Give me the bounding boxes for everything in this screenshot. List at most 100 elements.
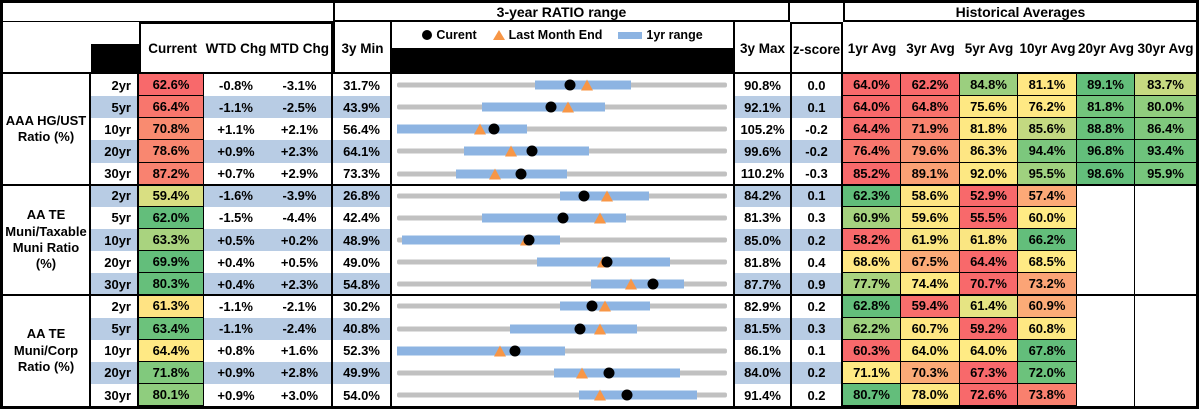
cell-avg-1yr-avg: 62.8% xyxy=(843,295,901,318)
column-header-3yr-avg: 3yr Avg xyxy=(906,40,955,56)
cell-avg-3yr-avg: 74.4% xyxy=(901,273,960,296)
cell-avg-20yr-avg: 98.6% xyxy=(1077,162,1135,185)
cell-avg-10yr-avg: 73.2% xyxy=(1018,273,1077,296)
cell-avg-3yr-avg: 78.0% xyxy=(901,383,960,406)
cell-z-score: -0.2 xyxy=(790,140,843,163)
cell-current: 63.4% xyxy=(139,317,204,340)
cell-wtd-chg: -1.6% xyxy=(204,184,268,207)
current-marker xyxy=(515,168,527,180)
cell-current: 87.2% xyxy=(139,162,204,185)
cell-wtd-chg: +0.9% xyxy=(204,361,268,384)
range-chart-cell xyxy=(390,162,735,185)
cell-avg-10yr-avg: 81.1% xyxy=(1018,74,1077,97)
cell-tenor: 30yr xyxy=(91,383,139,406)
table-row: 2yr 59.4% -1.6% -3.9% 26.8% 84.2% 0.1 62.3% 58.6… xyxy=(91,184,1196,207)
last-month-end-marker xyxy=(593,323,606,335)
cell-wtd-chg: +0.7% xyxy=(204,162,268,185)
cell-avg-1yr-avg: 71.1% xyxy=(843,361,901,384)
one-yr-range-bar xyxy=(553,368,681,378)
range-track xyxy=(397,237,727,243)
cell-3y-min: 54.0% xyxy=(333,383,390,406)
cell-3y-max: 90.8% xyxy=(735,74,790,97)
cell-avg-3yr-avg: 71.9% xyxy=(901,118,960,141)
cell-avg-10yr-avg: 72.0% xyxy=(1018,361,1077,384)
cell-avg-20yr-avg xyxy=(1077,383,1135,406)
cell-3y-max: 85.0% xyxy=(735,228,790,252)
cell-current: 80.1% xyxy=(139,383,204,406)
cell-avg-1yr-avg: 80.7% xyxy=(843,383,901,406)
last-month-end-marker xyxy=(473,123,486,135)
table-row: 30yr 87.2% +0.7% +2.9% 73.3% 110.2% -0.3 85.2% 8… xyxy=(91,162,1196,185)
cell-avg-3yr-avg: 64.0% xyxy=(901,339,960,362)
section-divider-1 xyxy=(3,184,1196,186)
cell-avg-3yr-avg: 64.8% xyxy=(901,96,960,119)
column-header-wtd-chg: WTD Chg xyxy=(205,40,267,56)
cell-tenor: 2yr xyxy=(91,74,139,97)
cell-avg-5yr-avg: 70.7% xyxy=(960,273,1018,296)
column-header-1yr-avg: 1yr Avg xyxy=(847,40,897,56)
current-marker xyxy=(557,212,569,224)
one-yr-range-bar xyxy=(591,279,684,289)
cell-avg-30yr-avg: 95.9% xyxy=(1135,162,1196,185)
cell-avg-1yr-avg: 68.6% xyxy=(843,251,901,274)
cell-current: 61.3% xyxy=(139,295,204,318)
current-marker xyxy=(647,278,659,290)
cell-z-score: 0.0 xyxy=(790,74,843,97)
cell-z-score: 0.3 xyxy=(790,206,843,229)
section-label: AA TE Muni/Taxable Muni Ratio (%) xyxy=(3,184,91,296)
cell-avg-30yr-avg xyxy=(1135,184,1196,207)
cell-mtd-chg: -2.1% xyxy=(268,295,333,318)
section-divider-2 xyxy=(3,294,1196,296)
cell-avg-20yr-avg xyxy=(1077,184,1135,207)
cell-avg-5yr-avg: 67.3% xyxy=(960,361,1018,384)
cell-avg-1yr-avg: 76.4% xyxy=(843,140,901,163)
cell-wtd-chg: +0.4% xyxy=(204,251,268,274)
cell-avg-20yr-avg: 88.8% xyxy=(1077,118,1135,141)
current-marker xyxy=(545,101,557,113)
table-row: 5yr 66.4% -1.1% -2.5% 43.9% 92.1% 0.1 64.0% 64.8… xyxy=(91,96,1196,119)
one-yr-range-bar-icon xyxy=(618,31,643,39)
cell-avg-20yr-avg xyxy=(1077,317,1135,340)
cell-avg-20yr-avg: 96.8% xyxy=(1077,140,1135,163)
range-track xyxy=(397,392,727,398)
range-track xyxy=(397,126,727,132)
cell-tenor: 30yr xyxy=(91,162,139,185)
historical-averages-title: Historical Averages xyxy=(955,3,1086,20)
cell-avg-10yr-avg: 85.6% xyxy=(1018,118,1077,141)
cell-avg-10yr-avg: 67.8% xyxy=(1018,339,1077,362)
range-chart-cell xyxy=(390,184,735,207)
cell-z-score: 0.9 xyxy=(790,273,843,296)
table-row: 20yr 78.6% +0.9% +2.3% 64.1% 99.6% -0.2 76.4% 79… xyxy=(91,140,1196,163)
range-chart-cell xyxy=(390,361,735,384)
current-dot-icon xyxy=(422,30,433,40)
range-chart-cell xyxy=(390,228,735,252)
last-month-end-marker xyxy=(494,345,507,357)
legend-item-current: Curent xyxy=(422,28,477,42)
cell-3y-min: 49.9% xyxy=(333,361,390,384)
cell-avg-20yr-avg xyxy=(1077,206,1135,229)
cell-avg-3yr-avg: 70.3% xyxy=(901,361,960,384)
cell-avg-30yr-avg xyxy=(1135,273,1196,296)
table-row: 20yr 69.9% +0.4% +0.5% 49.0% 81.8% 0.4 68.6% 67.… xyxy=(91,251,1196,274)
cell-tenor: 5yr xyxy=(91,317,139,340)
cell-z-score: 0.1 xyxy=(790,96,843,119)
cell-tenor: 2yr xyxy=(91,295,139,318)
cell-avg-30yr-avg xyxy=(1135,228,1196,252)
change-columns-header: Current WTD Chg MTD Chg xyxy=(139,22,333,74)
cell-avg-20yr-avg xyxy=(1077,251,1135,274)
cell-avg-1yr-avg: 58.2% xyxy=(843,228,901,252)
cell-avg-10yr-avg: 60.9% xyxy=(1018,295,1077,318)
cell-tenor: 20yr xyxy=(91,361,139,384)
range-chart-cell xyxy=(390,140,735,163)
current-marker xyxy=(603,367,615,379)
cell-wtd-chg: -1.5% xyxy=(204,206,268,229)
table-row: 10yr 70.8% +1.1% +2.1% 56.4% 105.2% -0.2 64.4% 7… xyxy=(91,118,1196,141)
cell-avg-10yr-avg: 66.2% xyxy=(1018,228,1077,252)
cell-avg-3yr-avg: 60.7% xyxy=(901,317,960,340)
cell-mtd-chg: -3.1% xyxy=(268,74,333,97)
cell-tenor: 10yr xyxy=(91,118,139,141)
column-header-z-score: z-score xyxy=(790,22,843,74)
cell-avg-5yr-avg: 92.0% xyxy=(960,162,1018,185)
range-chart-cell xyxy=(390,383,735,406)
